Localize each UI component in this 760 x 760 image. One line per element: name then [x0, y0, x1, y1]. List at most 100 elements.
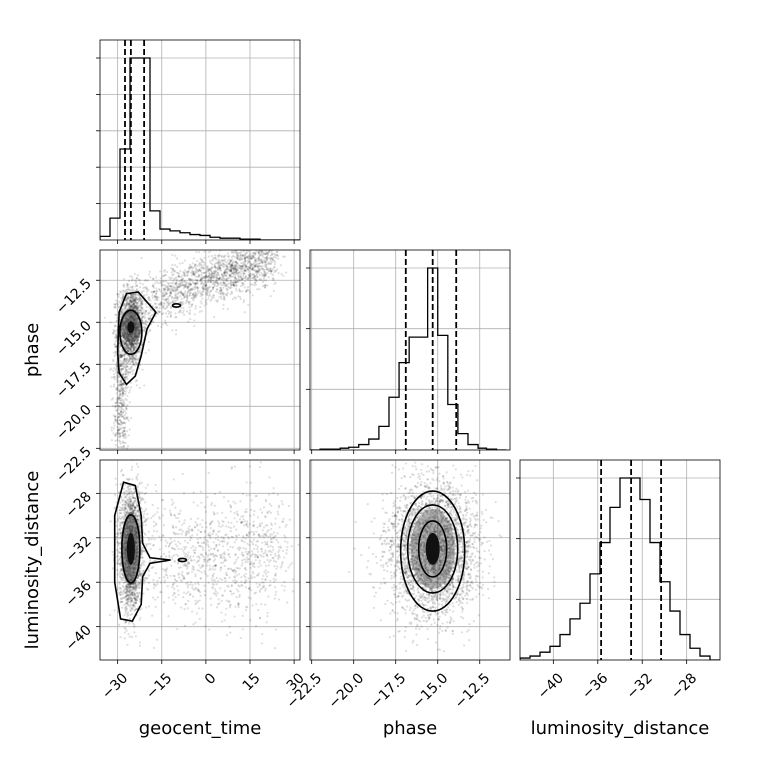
- scatter-point: [141, 547, 144, 550]
- scatter-point: [193, 274, 196, 277]
- scatter-point: [137, 299, 140, 302]
- scatter-point: [209, 261, 212, 265]
- scatter-point: [219, 262, 222, 265]
- scatter-point: [168, 302, 171, 305]
- scatter-point: [264, 252, 267, 255]
- scatter-point: [136, 358, 140, 362]
- scatter-point: [192, 271, 195, 274]
- scatter-point: [120, 310, 123, 313]
- scatter-point: [244, 277, 247, 280]
- scatter-point: [123, 354, 126, 357]
- scatter-point: [250, 263, 253, 267]
- scatter-point: [195, 279, 198, 282]
- scatter-point: [126, 290, 129, 294]
- scatter-point: [227, 242, 229, 244]
- scatter-point: [257, 258, 261, 261]
- scatter-point: [113, 354, 116, 358]
- scatter-point: [133, 596, 136, 599]
- scatter-point: [115, 345, 118, 349]
- scatter-point: [224, 250, 227, 251]
- scatter-point: [123, 359, 126, 362]
- scatter-point: [215, 277, 219, 280]
- scatter-point: [145, 288, 148, 291]
- scatter-point: [122, 341, 125, 344]
- scatter-point: [237, 252, 240, 255]
- scatter-point: [123, 354, 126, 357]
- scatter-point: [140, 303, 143, 306]
- scatter-point: [231, 264, 234, 267]
- scatter-point: [119, 413, 123, 416]
- scatter-point: [129, 504, 133, 507]
- scatter-point: [174, 329, 178, 332]
- scatter-point: [197, 291, 200, 294]
- scatter-point: [186, 297, 189, 300]
- scatter-point: [153, 295, 157, 298]
- scatter-point: [224, 271, 227, 274]
- scatter-point: [199, 263, 202, 266]
- scatter-point: [269, 259, 272, 262]
- scatter-point: [232, 283, 235, 286]
- scatter-point: [203, 271, 206, 275]
- scatter-point: [131, 294, 134, 297]
- scatter-point: [127, 345, 130, 348]
- scatter-point: [200, 280, 203, 283]
- scatter-point: [186, 274, 189, 277]
- scatter-point: [132, 509, 135, 512]
- scatter-point: [129, 345, 133, 348]
- scatter-point: [252, 256, 255, 259]
- scatter-point: [126, 597, 130, 601]
- scatter-point: [121, 498, 124, 502]
- scatter-point: [171, 289, 174, 292]
- panel-frame: [99, 39, 301, 241]
- scatter-point: [188, 282, 191, 285]
- scatter-point: [122, 367, 125, 370]
- scatter-point: [256, 275, 259, 279]
- scatter-point: [258, 243, 260, 245]
- scatter-point: [134, 345, 137, 349]
- scatter-point: [189, 290, 192, 293]
- scatter-point: [131, 356, 134, 359]
- scatter-point: [180, 278, 183, 281]
- scatter-point: [123, 277, 126, 280]
- scatter-point: [121, 431, 124, 434]
- scatter-point: [138, 279, 141, 282]
- scatter-point: [117, 305, 120, 308]
- scatter-point: [179, 281, 182, 285]
- scatter-point: [123, 426, 126, 430]
- scatter-point: [166, 302, 170, 305]
- scatter-point: [227, 255, 230, 258]
- scatter-point: [130, 300, 134, 303]
- scatter-point: [206, 289, 209, 292]
- scatter-point: [230, 267, 233, 270]
- scatter-point: [259, 254, 262, 257]
- scatter-point: [125, 493, 128, 496]
- scatter-point: [138, 586, 141, 589]
- scatter-point: [258, 250, 261, 253]
- scatter-point: [119, 586, 122, 590]
- scatter-point: [235, 277, 238, 280]
- scatter-point: [229, 287, 232, 290]
- scatter-point: [119, 569, 122, 572]
- scatter-point: [254, 282, 257, 285]
- scatter-point: [120, 369, 123, 372]
- scatter-point: [145, 320, 149, 323]
- scatter-point: [138, 350, 141, 353]
- scatter-point: [142, 512, 146, 515]
- scatter-point: [184, 283, 187, 286]
- scatter-point: [221, 259, 224, 262]
- scatter-point: [129, 367, 132, 370]
- scatter-point: [180, 278, 184, 281]
- scatter-point: [134, 593, 137, 596]
- scatter-point: [203, 261, 206, 264]
- scatter-point: [133, 487, 136, 490]
- scatter-point: [121, 503, 124, 506]
- scatter-point: [181, 278, 184, 281]
- scatter-point: [129, 484, 132, 487]
- scatter-point: [165, 286, 168, 289]
- scatter-point: [201, 293, 204, 296]
- scatter-point: [129, 348, 132, 351]
- scatter-point: [134, 305, 137, 308]
- scatter-point: [169, 301, 172, 304]
- scatter-point: [206, 265, 209, 268]
- scatter-point: [184, 282, 188, 285]
